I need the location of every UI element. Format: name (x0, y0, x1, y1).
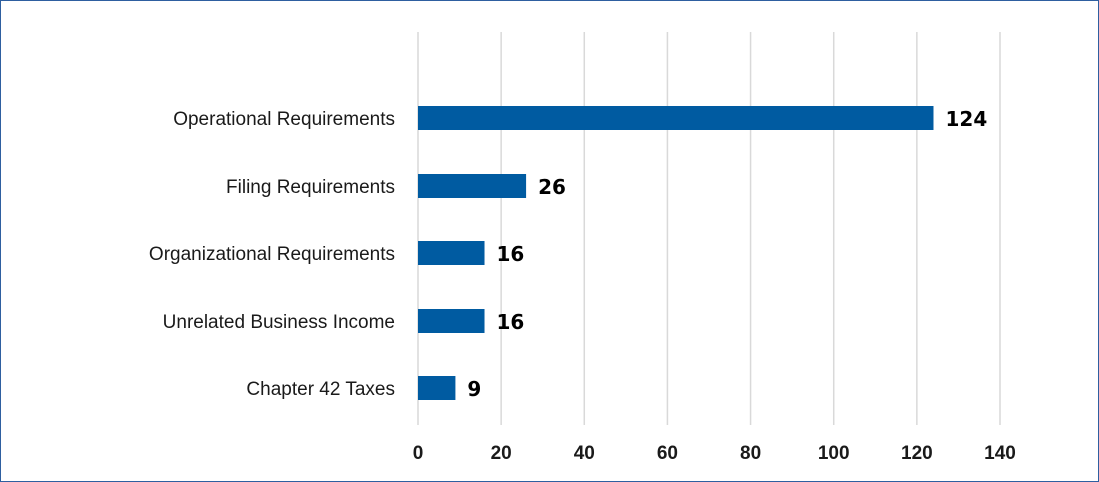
bar (418, 309, 485, 333)
bars (418, 106, 934, 400)
bar (418, 376, 456, 400)
x-tick-label: 60 (657, 443, 678, 464)
x-tick-label: 0 (413, 443, 424, 464)
x-tick-label: 120 (901, 443, 933, 464)
bar (418, 174, 527, 198)
x-tick-label: 40 (574, 443, 595, 464)
data-label: 16 (497, 242, 525, 266)
x-tick-label: 80 (740, 443, 761, 464)
category-label: Unrelated Business Income (163, 312, 395, 333)
category-label: Operational Requirements (173, 109, 395, 130)
labels: 0 20 40 60 80 100 120 140 Operational Requiremen… (149, 107, 1016, 464)
category-label: Organizational Requirements (149, 244, 395, 265)
bar (418, 106, 934, 130)
data-label: 26 (538, 175, 566, 199)
gridlines (417, 32, 1001, 425)
x-tick-label: 20 (491, 443, 512, 464)
bar (418, 241, 485, 265)
category-label: Chapter 42 Taxes (246, 379, 395, 400)
data-label: 9 (467, 377, 481, 401)
x-tick-label: 100 (818, 443, 850, 464)
category-label: Filing Requirements (226, 177, 395, 198)
x-tick-label: 140 (984, 443, 1016, 464)
data-label: 16 (497, 310, 525, 334)
data-label: 124 (945, 107, 987, 131)
